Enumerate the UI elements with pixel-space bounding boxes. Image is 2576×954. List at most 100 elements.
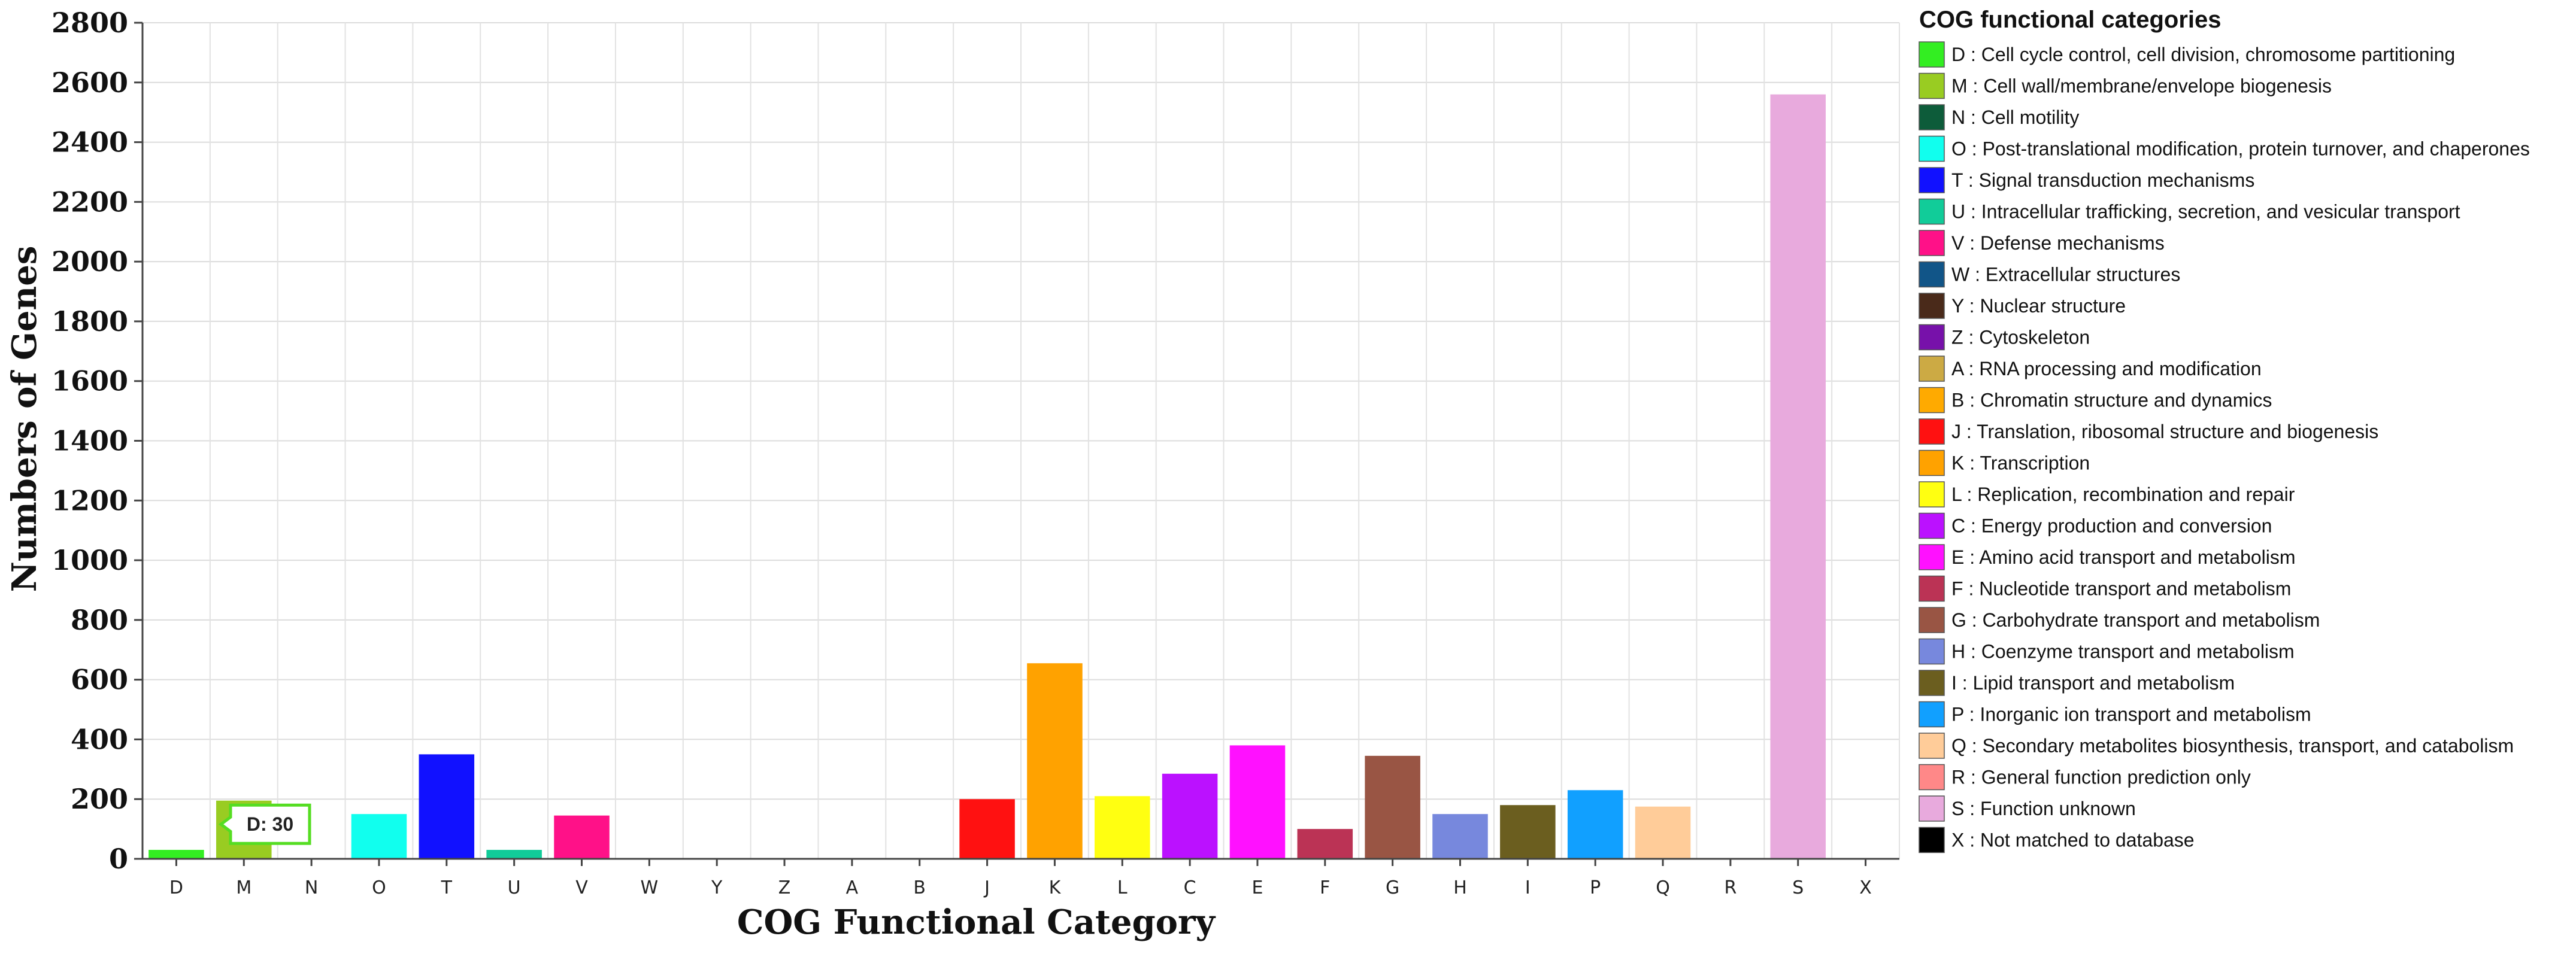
legend-entry-B[interactable]: B : Chromatin structure and dynamics [1951,390,2272,411]
legend-entry-Z[interactable]: Z : Cytoskeleton [1951,327,2090,348]
legend-entry-I[interactable]: I : Lipid transport and metabolism [1951,672,2235,694]
x-tick-label: J [983,877,990,898]
legend-entry-F[interactable]: F : Nucleotide transport and metabolism [1951,578,2291,600]
bar-D[interactable] [149,850,204,859]
legend-swatch-T [1919,167,1945,193]
bar-O[interactable] [351,814,407,859]
legend-swatch-Z [1919,324,1945,351]
bar-V[interactable] [554,815,610,859]
legend-swatch-N [1919,104,1945,130]
y-tick-label: 1800 [51,305,128,338]
legend-swatch-R [1919,764,1945,791]
bar-S[interactable] [1770,94,1826,859]
bar-J[interactable] [959,799,1015,859]
legend-entry-G[interactable]: G : Carbohydrate transport and metabolis… [1951,609,2320,631]
bar-H[interactable] [1432,814,1488,859]
legend-swatch-O [1919,135,1945,162]
x-tick-label: W [641,877,659,898]
x-tick-label: K [1049,877,1062,898]
x-tick-label: P [1590,877,1601,898]
legend-swatch-C [1919,512,1945,539]
y-tick-label: 400 [71,723,128,755]
x-tick-label: F [1320,877,1330,898]
legend-entry-K[interactable]: K : Transcription [1951,452,2090,474]
y-tick-label: 2600 [51,66,128,99]
bar-T[interactable] [419,754,475,859]
legend-entry-T[interactable]: T : Signal transduction mechanisms [1951,169,2254,191]
legend-entry-H[interactable]: H : Coenzyme transport and metabolism [1951,641,2295,663]
y-tick-label: 1000 [51,544,128,576]
legend-entry-O[interactable]: O : Post-translational modification, pro… [1951,138,2530,160]
legend-entry-E[interactable]: E : Amino acid transport and metabolism [1951,546,2296,568]
legend-entry-V[interactable]: V : Defense mechanisms [1951,232,2165,254]
y-tick-label: 2800 [51,7,128,39]
bar-F[interactable] [1297,829,1353,859]
bar-L[interactable] [1095,796,1150,859]
legend-swatch-V [1919,230,1945,256]
legend-swatch-M [1919,72,1945,99]
bar-G[interactable] [1365,755,1420,859]
x-tick-label: I [1525,877,1531,898]
x-axis-title: COG Functional Category [737,903,1216,942]
legend-swatch-E [1919,544,1945,570]
legend-entry-J[interactable]: J : Translation, ribosomal structure and… [1951,421,2378,442]
legend-entry-R[interactable]: R : General function prediction only [1951,767,2251,788]
legend-entry-Y[interactable]: Y : Nuclear structure [1951,295,2126,317]
tooltip: D: 30 [218,803,311,845]
x-tick-label: T [441,877,453,898]
y-tick-label: 800 [71,604,128,636]
legend-entry-L[interactable]: L : Replication, recombination and repai… [1951,484,2295,505]
bar-U[interactable] [486,850,542,859]
bar-P[interactable] [1567,790,1623,859]
bar-I[interactable] [1500,805,1556,859]
bar-C[interactable] [1162,773,1218,859]
y-tick-label: 1600 [51,365,128,397]
y-tick-label: 1400 [51,425,128,457]
legend-entry-S[interactable]: S : Function unknown [1951,798,2136,819]
y-axis-title: Numbers of Genes [5,246,44,593]
legend-entry-M[interactable]: M : Cell wall/membrane/envelope biogenes… [1951,75,2332,97]
x-tick-label: Z [778,877,791,898]
y-tick-label: 0 [109,843,128,875]
axis-layer: 0 200 400 600 800 1000 1200 1400 1600 1800 2000 220… [51,7,1899,898]
legend-entry-U[interactable]: U : Intracellular trafficking, secretion… [1951,201,2460,223]
legend-entry-N[interactable]: N : Cell motility [1951,107,2079,128]
legend-entry-W[interactable]: W : Extracellular structures [1951,264,2180,285]
legend-entry-D[interactable]: D : Cell cycle control, cell division, c… [1951,44,2455,65]
legend-swatch-A [1919,356,1945,382]
legend-entry-A[interactable]: A : RNA processing and modification [1951,358,2262,379]
y-tick-label: 600 [71,664,128,696]
legend-swatch-G [1919,607,1945,633]
legend-swatch-H [1919,638,1945,665]
legend-entry-X[interactable]: X : Not matched to database [1951,830,2195,851]
x-tick-label: S [1792,877,1804,898]
bar-K[interactable] [1027,663,1083,859]
bar-E[interactable] [1229,745,1286,859]
x-tick-label: R [1724,877,1736,898]
bar-layer [149,94,1826,859]
x-tick-label: M [236,877,251,898]
legend-swatch-K [1919,449,1945,476]
legend-swatch-Q [1919,733,1945,759]
legend-entry-P[interactable]: P : Inorganic ion transport and metaboli… [1951,704,2311,725]
x-tick-label: L [1117,877,1128,898]
x-tick-label: Y [711,877,723,898]
legend-entry-C[interactable]: C : Energy production and conversion [1951,515,2272,537]
legend-swatch-W [1919,261,1945,288]
legend-swatch-L [1919,481,1945,508]
bar-Q[interactable] [1635,806,1691,859]
legend-swatch-X [1919,827,1945,853]
x-tick-label: B [913,877,926,898]
tooltip-text: D: 30 [247,813,293,835]
x-tick-label: A [846,877,859,898]
legend-entry-Q[interactable]: Q : Secondary metabolites biosynthesis, … [1951,735,2514,756]
y-tick-label: 2000 [51,245,128,278]
y-tick-label: 200 [71,783,128,815]
x-tick-label: E [1251,877,1263,898]
x-tick-label: C [1184,877,1196,898]
y-tick-label: 2200 [51,186,128,218]
tooltip-box [218,803,311,845]
legend: COG functional categories D : Cell cycle… [1919,7,2530,853]
